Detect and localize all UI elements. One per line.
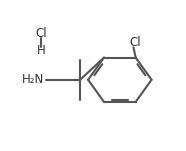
Text: H: H [37, 44, 46, 57]
Text: Cl: Cl [129, 36, 141, 49]
Text: H₂N: H₂N [22, 73, 44, 86]
Text: Cl: Cl [36, 27, 47, 40]
